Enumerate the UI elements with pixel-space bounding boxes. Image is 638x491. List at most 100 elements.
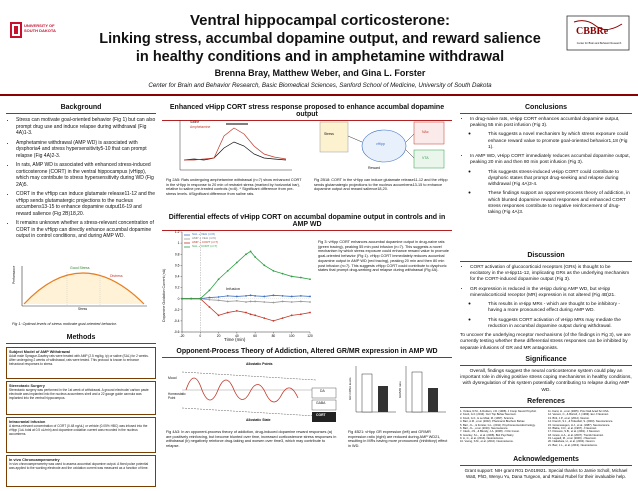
fig1-ylabel: Performance <box>12 265 16 284</box>
reference-item: 8. Gourley, S.L., et al. (2008). Biol Ps… <box>460 433 514 437</box>
differential-section: Differential effects of vHipp CORT on ac… <box>162 214 452 233</box>
reference-item: 11. Karst, H., et al. (2005). Proc Natl … <box>548 410 610 413</box>
fig4a-label-mood: Mood <box>168 376 177 380</box>
fig3-series-point-3 <box>199 297 202 300</box>
references-col-1: 1. Yerkes, R.M., & Dodson, J.D. (1908). … <box>460 410 544 447</box>
reference-item: 16. Blaha, C.D., et al. (1997). J Neuros… <box>548 426 597 430</box>
fig3-x-tick-label: 0 <box>199 334 201 338</box>
fig2b-label-stress: Stress <box>324 132 334 136</box>
conclusions-bullet: In drug-naive rats, vHipp CORT enhances … <box>470 117 632 129</box>
reference-item: 13. Britt, J.P., et al. (2012). Neuron. <box>548 416 590 420</box>
title-line-3: in healthy conditions and in amphetamine… <box>135 49 505 65</box>
fig3-series-point-3 <box>281 272 284 275</box>
fig3-series-point-1 <box>249 300 252 303</box>
conclusions-section: Conclusions In drug-naive rats, vHipp CO… <box>460 104 632 219</box>
fig3-y-tick-label: -0.2 <box>174 308 180 312</box>
fig3-series-point-2 <box>309 311 311 314</box>
fig3-y-tick-label: -0.4 <box>174 319 180 323</box>
fig3-series-line-3 <box>182 250 311 300</box>
fig3-x-tick-label: 20 <box>217 334 221 338</box>
fig3-xlabel: Time (min) <box>224 337 246 342</box>
background-bullet: Stress can motivate goal-oriented behavi… <box>16 117 156 137</box>
methods-section: Methods Subject Model of AMP Withdrawal … <box>6 334 156 487</box>
fig3-x-tick-label: -20 <box>180 334 185 338</box>
methods-heading-bar <box>6 343 156 344</box>
fig3-series-point-3 <box>263 264 266 267</box>
references-col-2: 11. Karst, H., et al. (2005). Proc Natl … <box>548 410 632 447</box>
conclusions-subbullet: This suggests stress-induced vHipp CORT … <box>478 170 632 189</box>
usd-logo: UNIVERSITY OF SOUTH DAKOTA <box>8 18 68 58</box>
fig3-series-point-0 <box>290 295 293 298</box>
fig3-series-point-2 <box>299 313 302 316</box>
fig3-caption: Fig 3: vHipp CORT enhances accumbal dopa… <box>318 240 449 273</box>
references-columns: 1. Yerkes, R.M., & Dodson, J.D. (1908). … <box>460 410 632 447</box>
methods-box-text: Adult male Sprague-Dawley rats were trea… <box>9 354 149 366</box>
cbbre-logo: CBBRe Center for Brain and Behavior Rese… <box>566 14 630 58</box>
significance-section: Significance Overall, findings suggest t… <box>460 356 632 394</box>
fig1-caption: Fig 1: Optimal levels of stress motivate… <box>12 322 117 326</box>
significance-heading: Significance <box>525 356 567 363</box>
fig2a-caption: Fig 2A5: Rats undergoing amphetamine wit… <box>166 178 302 197</box>
fig3-series-point-1 <box>272 301 275 304</box>
title-line-1: Ventral hippocampal corticosterone: <box>189 12 451 29</box>
fig3-series-point-2 <box>272 319 275 322</box>
fig3-series-point-0 <box>245 294 247 297</box>
background-heading-bar <box>6 113 156 114</box>
fig2a-legend-saline: Saline <box>190 120 200 124</box>
reference-item: 19. Legault, M., et al. (2000). J Neuros… <box>548 437 597 440</box>
fig3-x-tick-label: 40 <box>235 334 239 338</box>
discussion-bullet: GR expression is reduced in the vHipp du… <box>470 287 632 299</box>
fig3-series-point-3 <box>217 278 220 281</box>
fig3-series-point-1 <box>254 300 257 303</box>
poster-header: UNIVERSITY OF SOUTH DAKOTA Ventral hippo… <box>0 0 638 100</box>
fig3-series-line-0 <box>182 294 311 300</box>
cbbre-logo-text: CBBRe <box>576 26 609 37</box>
discussion-bullet: CORT activation of glucocorticoid recept… <box>470 265 632 284</box>
fig3-series-point-2 <box>290 314 293 317</box>
fig3-series-point-3 <box>290 275 293 278</box>
fig4a-label-gaba: GABA <box>316 401 326 405</box>
fig3-series-point-0 <box>263 295 266 298</box>
conclusions-bullet: In AMP WD, vHipp CORT immediately reduce… <box>470 154 632 166</box>
reference-item: 14. French, S.J., & Totterdell, S. (2003… <box>548 420 614 424</box>
fig4a-label-da: DA <box>320 389 325 393</box>
fig3-series-point-3 <box>226 269 229 272</box>
fig3-y-tick-label: 0 <box>178 297 180 301</box>
fig3-series-point-2 <box>235 309 238 312</box>
fig3-y-tick-label: 0.2 <box>175 286 180 290</box>
fig3-series-line-1 <box>182 298 311 303</box>
fig3-series-point-2 <box>281 317 284 320</box>
fig3-series-point-3 <box>190 297 193 300</box>
fig3-x-tick-label: 120 <box>307 334 313 338</box>
usd-logo-text: UNIVERSITY OF SOUTH DAKOTA <box>24 23 56 33</box>
fig3-series-point-1 <box>208 298 211 301</box>
discussion-subbullet: This results in vHipp MRs - which are th… <box>478 302 632 314</box>
fig2b-diagram: Stress vHipp NAc VTA Reward <box>314 116 450 174</box>
enhanced-section: Enhanced vHipp CORT stress response prop… <box>162 104 452 123</box>
fig2a-chart: Saline Amphetamine <box>166 116 296 176</box>
fig3-y-tick-label: 1 <box>178 241 180 245</box>
fig3-series-point-1 <box>217 299 220 302</box>
fig3-y-tick-label: -0.6 <box>174 330 180 334</box>
methods-box-chronoamperometry: In vivo Chronoamperometry In vivo chrono… <box>6 455 156 487</box>
opponent-heading-bar <box>162 357 452 358</box>
reference-item: 3. Koob, G.F., & Le Moal, M. (1997). Sci… <box>460 416 515 420</box>
reference-item: 15. Groenewegen, H.J., et al. (1987). Ne… <box>548 423 611 427</box>
fig3-series-point-3 <box>181 297 183 300</box>
fig3-series-point-0 <box>299 294 302 297</box>
fig3-series-point-1 <box>299 300 302 303</box>
references-heading-bar <box>460 407 632 408</box>
fig4a-caption: Fig 4A3: In an opponent-process theory o… <box>166 430 337 449</box>
fig3-series-point-0 <box>281 294 284 297</box>
references-heading: References <box>527 398 565 405</box>
methods-box-infusion: Intracranial infusion A stress-relevant … <box>6 417 156 453</box>
reference-item: 1. Yerkes, R.M., & Dodson, J.D. (1908). … <box>460 410 537 413</box>
poster-title: Ventral hippocampal corticosterone: Link… <box>80 12 560 65</box>
background-section: Background Stress can motivate goal-orie… <box>6 104 156 243</box>
fig3-series-point-0 <box>217 296 220 298</box>
fig3-series-point-0 <box>208 296 211 299</box>
fig4a-label-cort: CORT <box>316 413 326 417</box>
fig3-series-point-1 <box>263 301 266 303</box>
fig3-series-point-3 <box>249 250 252 253</box>
significance-text: Overall, findings suggest the neural cor… <box>460 369 632 393</box>
